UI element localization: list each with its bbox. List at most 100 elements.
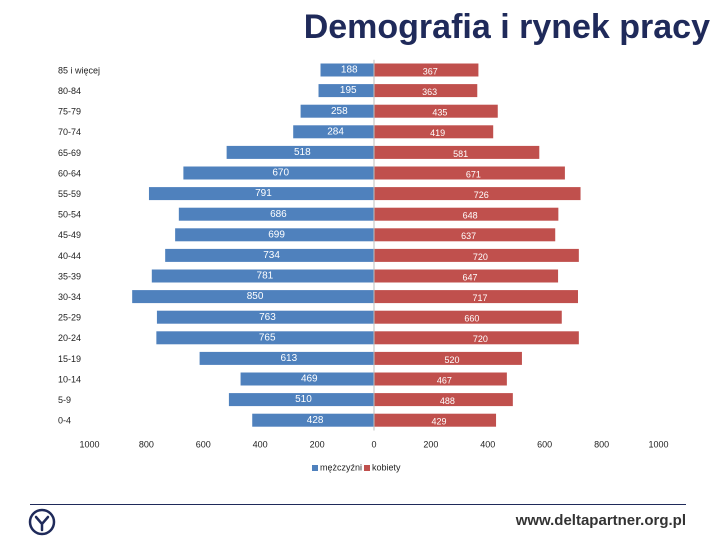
x-tick-label: 400 [480,439,495,449]
x-tick-label: 600 [196,439,211,449]
data-label-women: 488 [440,396,455,406]
category-label: 80-84 [58,86,81,96]
category-label: 75-79 [58,107,81,117]
bar-women [374,310,562,324]
bar-women [374,145,540,159]
data-label-women: 363 [422,87,437,97]
delta-logo-icon [28,508,56,536]
data-label-men: 699 [268,229,285,240]
x-tick-label: 1000 [648,439,668,449]
bar-men [199,351,374,365]
bar-men [318,84,374,98]
bar-men [240,372,374,386]
bar-men [156,331,374,345]
legend-label-men: mężczyźni [320,462,362,472]
legend-label-women: kobiety [372,462,401,472]
population-pyramid-chart: 188 367 85 i więcej 195 363 80-84 258 435 75-79 2… [58,59,669,472]
bar-men [148,187,374,201]
bar-men [175,228,374,242]
data-label-women: 720 [473,334,488,344]
data-label-men: 763 [259,312,276,323]
data-label-men: 510 [295,394,312,405]
data-label-men: 258 [331,106,348,117]
x-tick-label: 400 [253,439,268,449]
data-label-women: 367 [423,66,438,76]
bar-men [226,145,374,159]
x-tick-label: 800 [594,439,609,449]
bar-women [374,63,479,77]
bar-women [374,290,578,304]
category-label: 0-4 [58,416,71,426]
data-label-men: 765 [259,332,276,343]
data-label-women: 648 [463,211,478,221]
x-tick-label: 800 [139,439,154,449]
data-label-women: 720 [473,252,488,262]
data-label-men: 613 [280,353,297,364]
x-tick-label: 600 [537,439,552,449]
category-label: 70-74 [58,127,81,137]
bar-men [228,393,374,407]
data-label-women: 520 [444,355,459,365]
x-tick-label: 0 [371,439,376,449]
data-label-women: 581 [453,149,468,159]
bar-women [374,331,579,345]
category-label: 45-49 [58,230,81,240]
bar-women [374,166,565,180]
bar-women [374,269,559,283]
legend-swatch-women [364,465,370,471]
bar-women [374,187,581,201]
x-tick-label: 200 [423,439,438,449]
data-label-men: 850 [247,291,264,302]
bar-women [374,104,498,118]
bar-men [132,290,374,304]
bar-men [178,207,374,221]
category-label: 10-14 [58,374,81,384]
data-label-women: 660 [464,314,479,324]
data-label-men: 734 [263,250,280,261]
category-label: 35-39 [58,271,81,281]
category-label: 65-69 [58,148,81,158]
bar-men [252,413,374,427]
x-tick-label: 200 [310,439,325,449]
footer-divider [30,504,686,505]
data-label-women: 671 [466,169,481,179]
data-label-men: 428 [307,415,324,426]
bar-women [374,84,478,98]
category-label: 60-64 [58,168,81,178]
data-label-women: 637 [461,231,476,241]
bar-women [374,125,494,139]
bar-women [374,393,513,407]
data-label-women: 717 [472,293,487,303]
data-label-men: 284 [327,126,344,137]
data-label-men: 195 [340,85,357,96]
bar-men [293,125,374,139]
bar-men [320,63,374,77]
bar-men [183,166,374,180]
bar-women [374,413,497,427]
category-label: 40-44 [58,251,81,261]
category-label: 85 i więcej [58,65,100,75]
category-label: 20-24 [58,333,81,343]
data-label-men: 518 [294,147,311,158]
data-label-men: 686 [270,209,287,220]
category-label: 5-9 [58,395,71,405]
bar-men [165,248,374,262]
bar-women [374,228,556,242]
category-label: 15-19 [58,354,81,364]
bar-women [374,372,507,386]
footer-url: www.deltapartner.org.pl [515,512,686,529]
data-label-men: 469 [301,374,318,385]
category-label: 25-29 [58,313,81,323]
data-label-men: 670 [272,168,289,179]
bar-men [300,104,374,118]
data-label-women: 435 [432,108,447,118]
data-label-women: 726 [474,190,489,200]
category-label: 30-34 [58,292,81,302]
bar-women [374,351,522,365]
data-label-women: 467 [437,375,452,385]
bar-women [374,248,579,262]
data-label-men: 188 [341,65,358,76]
bar-men [151,269,374,283]
x-tick-label: 1000 [79,439,99,449]
